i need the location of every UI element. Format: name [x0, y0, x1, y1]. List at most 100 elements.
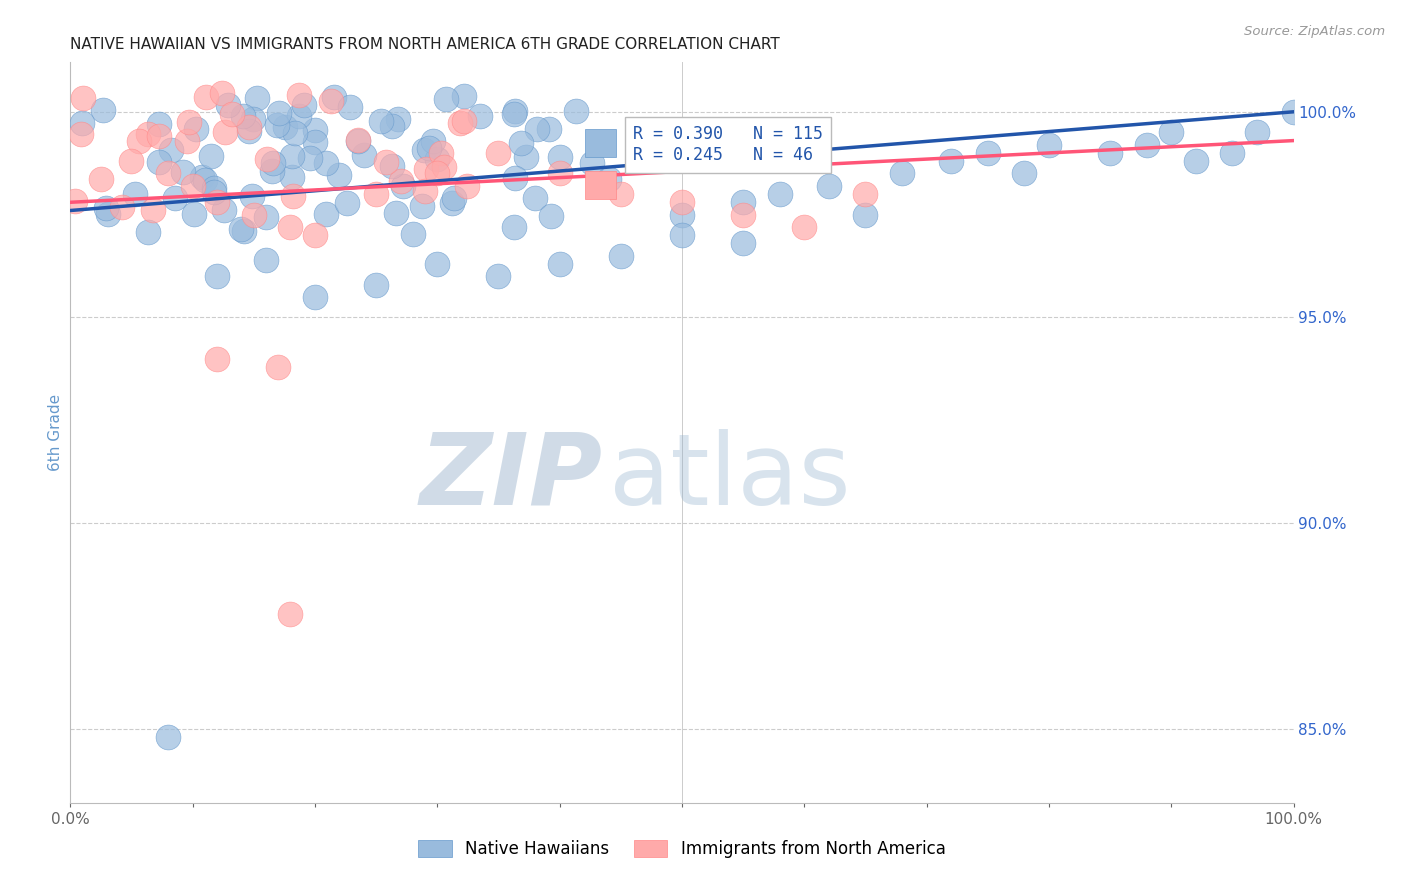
Point: [548, 257, 571, 271]
Point: [671, 195, 693, 210]
Point: [186, 121, 208, 136]
Point: [240, 189, 263, 203]
Point: [374, 155, 396, 169]
Point: [283, 189, 305, 203]
Point: [389, 173, 412, 187]
Point: [69, 128, 91, 142]
Point: [94, 201, 117, 215]
Point: [238, 124, 260, 138]
Point: [72, 116, 94, 130]
Point: [353, 147, 375, 161]
Point: [217, 97, 239, 112]
Point: [262, 163, 284, 178]
Point: [267, 106, 290, 120]
Point: [328, 168, 350, 182]
Point: [453, 113, 475, 128]
Point: [256, 152, 278, 166]
Point: [1136, 137, 1159, 152]
Point: [157, 166, 180, 180]
Point: [581, 156, 603, 170]
Text: NATIVE HAWAIIAN VS IMMIGRANTS FROM NORTH AMERICA 6TH GRADE CORRELATION CHART: NATIVE HAWAIIAN VS IMMIGRANTS FROM NORTH…: [70, 37, 780, 52]
Point: [550, 151, 572, 165]
Point: [212, 202, 235, 217]
Point: [181, 178, 204, 193]
Point: [426, 166, 449, 180]
Point: [443, 191, 465, 205]
Point: [242, 112, 264, 126]
Point: [232, 109, 254, 123]
Point: [510, 136, 533, 151]
Point: [387, 112, 409, 126]
Point: [202, 180, 225, 194]
Point: [411, 199, 433, 213]
Point: [1282, 104, 1305, 119]
Point: [254, 211, 277, 225]
Point: [347, 134, 370, 148]
Point: [939, 154, 962, 169]
Point: [413, 185, 436, 199]
Point: [177, 115, 200, 129]
Point: [205, 195, 228, 210]
Point: [288, 109, 311, 123]
Point: [97, 207, 120, 221]
Point: [610, 249, 633, 263]
Point: [433, 161, 456, 175]
Point: [524, 191, 547, 205]
Point: [91, 103, 114, 117]
Point: [190, 169, 212, 184]
Point: [502, 107, 524, 121]
Point: [488, 145, 510, 160]
Text: ZIP: ZIP: [419, 428, 602, 525]
Point: [391, 178, 413, 193]
Point: [370, 113, 392, 128]
Text: R = 0.390   N = 115
R = 0.245   N = 46: R = 0.390 N = 115 R = 0.245 N = 46: [633, 126, 823, 164]
Point: [195, 89, 218, 103]
FancyBboxPatch shape: [585, 129, 616, 157]
Point: [733, 208, 755, 222]
Point: [381, 119, 404, 133]
Point: [565, 104, 588, 119]
Point: [176, 134, 198, 148]
Point: [1184, 154, 1206, 169]
Point: [418, 141, 440, 155]
Point: [148, 154, 170, 169]
Point: [280, 219, 302, 234]
Point: [488, 269, 510, 284]
Point: [280, 607, 302, 621]
Point: [246, 91, 269, 105]
Point: [855, 187, 877, 202]
Point: [426, 153, 449, 167]
Point: [243, 208, 266, 222]
Point: [136, 127, 159, 141]
Point: [315, 156, 337, 170]
Point: [366, 277, 388, 292]
Point: [148, 129, 170, 144]
Point: [202, 185, 225, 199]
Point: [214, 125, 236, 139]
Point: [90, 172, 112, 186]
Point: [284, 126, 307, 140]
Point: [111, 200, 134, 214]
Point: [274, 120, 297, 134]
Point: [315, 207, 337, 221]
Point: [366, 187, 388, 202]
Point: [233, 223, 256, 237]
Point: [172, 165, 194, 179]
Point: [304, 228, 326, 243]
Point: [266, 118, 288, 132]
Point: [503, 219, 526, 234]
Point: [733, 236, 755, 251]
Point: [793, 219, 815, 234]
Point: [157, 730, 180, 744]
Point: [288, 87, 311, 102]
Point: [449, 116, 471, 130]
Point: [817, 178, 839, 193]
Text: atlas: atlas: [609, 428, 851, 525]
Text: Source: ZipAtlas.com: Source: ZipAtlas.com: [1244, 25, 1385, 38]
Point: [321, 94, 343, 108]
Point: [426, 257, 449, 271]
Point: [159, 143, 181, 157]
Point: [72, 91, 94, 105]
Point: [453, 88, 475, 103]
Point: [1099, 145, 1122, 160]
